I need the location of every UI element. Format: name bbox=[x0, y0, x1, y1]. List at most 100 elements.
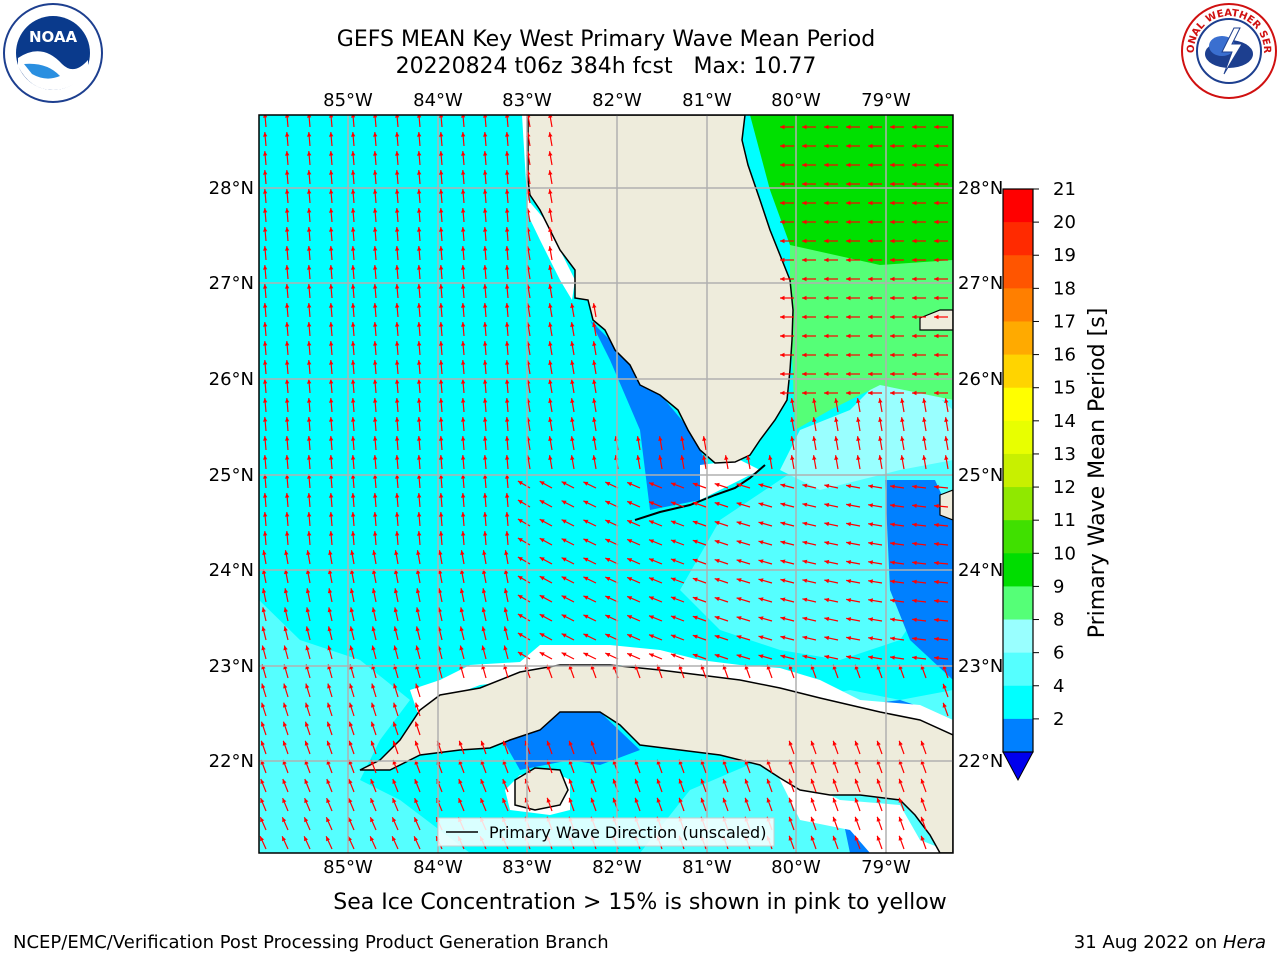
wave-arrow-head bbox=[481, 588, 487, 594]
wave-arrow-head bbox=[393, 702, 398, 708]
wave-arrow-head bbox=[670, 577, 676, 582]
wave-arrow-head bbox=[327, 588, 333, 594]
wave-arrow-head bbox=[370, 740, 375, 746]
wave-arrow-head bbox=[934, 333, 939, 339]
colorbar-segment bbox=[1003, 453, 1033, 488]
wave-arrow-head bbox=[780, 597, 786, 602]
wave-arrow-head bbox=[736, 559, 742, 564]
lon-label-bottom: 80°W bbox=[771, 857, 821, 878]
wave-arrow-head bbox=[898, 740, 903, 746]
lon-label-bottom: 85°W bbox=[323, 857, 373, 878]
wave-arrow-head bbox=[912, 257, 917, 263]
wave-arrow-head bbox=[780, 257, 785, 263]
wave-arrow-head bbox=[326, 836, 330, 842]
wave-arrow-head bbox=[263, 151, 268, 156]
wave-arrow-head bbox=[920, 835, 925, 841]
wave-arrow-head bbox=[505, 208, 510, 213]
wave-arrow-head bbox=[517, 576, 523, 581]
wave-arrow-head bbox=[373, 303, 378, 308]
wave-arrow-head bbox=[285, 436, 290, 441]
wave-arrow-head bbox=[612, 778, 617, 784]
wave-arrow-head bbox=[395, 417, 400, 422]
wave-arrow-head bbox=[561, 481, 567, 486]
wave-arrow-head bbox=[788, 835, 793, 841]
colorbar-tick-label: 6 bbox=[1053, 643, 1064, 664]
wave-arrow-head bbox=[483, 493, 488, 498]
wave-arrow-head bbox=[461, 474, 466, 479]
wave-arrow-head bbox=[846, 181, 851, 187]
wave-arrow-head bbox=[439, 246, 444, 251]
wave-arrow-head bbox=[570, 322, 575, 327]
wave-arrow-head bbox=[329, 436, 334, 441]
wave-arrow-head bbox=[912, 200, 917, 206]
wave-arrow-head bbox=[329, 341, 334, 346]
wave-arrow-head bbox=[373, 208, 378, 213]
wave-arrow-head bbox=[780, 219, 785, 225]
wave-arrow-head bbox=[736, 483, 742, 488]
wave-arrow-head bbox=[898, 778, 903, 784]
wave-arrow-head bbox=[461, 455, 466, 460]
wave-arrow-head bbox=[649, 615, 654, 620]
wave-arrow-head bbox=[285, 512, 290, 517]
wave-arrow-head bbox=[802, 238, 807, 244]
wave-arrow-head bbox=[483, 474, 488, 479]
wave-arrow-head bbox=[285, 398, 290, 403]
wave-arrow-head bbox=[438, 550, 443, 555]
wave-arrow-head bbox=[483, 170, 488, 175]
wave-arrow-head bbox=[736, 502, 742, 507]
wave-arrow-head bbox=[282, 798, 287, 804]
wave-arrow-head bbox=[890, 124, 895, 130]
wave-arrow-head bbox=[285, 170, 290, 175]
wave-arrow-head bbox=[627, 520, 633, 525]
wave-arrow-head bbox=[605, 653, 611, 657]
wave-arrow-head bbox=[824, 654, 830, 660]
wave-arrow-head bbox=[439, 132, 444, 137]
lat-lon-grid bbox=[259, 115, 953, 853]
map-frame bbox=[258, 114, 954, 854]
wave-arrow-head bbox=[395, 531, 400, 536]
wave-arrow-head bbox=[351, 322, 356, 327]
wave-arrow-head bbox=[351, 189, 356, 194]
wave-arrow-head bbox=[634, 797, 639, 803]
wave-arrow-head bbox=[307, 265, 312, 270]
wave-arrow-head bbox=[307, 132, 312, 137]
wave-arrow-head bbox=[561, 519, 567, 524]
wave-arrow-head bbox=[802, 162, 807, 168]
wave-arrow-head bbox=[649, 558, 654, 563]
wave-arrow-head bbox=[714, 653, 720, 659]
wave-arrow-head bbox=[658, 455, 663, 460]
wave-arrow-head bbox=[627, 539, 633, 544]
wave-arrow-head bbox=[395, 379, 400, 384]
wave-arrow-head bbox=[307, 474, 312, 479]
wave-arrow-head bbox=[824, 483, 830, 489]
wave-arrow-head bbox=[692, 596, 698, 601]
wave-arrow-head bbox=[305, 626, 310, 632]
wave-arrow-head bbox=[502, 779, 507, 784]
wave-arrow-head bbox=[351, 455, 356, 460]
wave-arrow-head bbox=[307, 303, 312, 308]
wave-arrow-head bbox=[306, 550, 311, 555]
wave-arrow-head bbox=[824, 502, 830, 508]
wave-arrow-head bbox=[758, 540, 764, 545]
wave-arrow-head bbox=[480, 779, 485, 784]
lon-label-bottom: 82°W bbox=[592, 857, 642, 878]
wave-arrow-head bbox=[583, 481, 589, 486]
wave-arrow-head bbox=[329, 360, 334, 365]
wave-arrow-head bbox=[263, 341, 268, 346]
wave-arrow-head bbox=[350, 550, 355, 555]
wave-arrow-head bbox=[736, 578, 742, 583]
colorbar-tick-label: 19 bbox=[1053, 245, 1076, 266]
wave-arrow-head bbox=[371, 645, 376, 651]
wave-arrow-head bbox=[261, 683, 266, 689]
wave-arrow-head bbox=[285, 208, 290, 213]
wave-arrow-head bbox=[417, 284, 422, 289]
wave-arrow-head bbox=[482, 550, 487, 555]
wave-arrow-head bbox=[649, 520, 654, 525]
colorbar-tick-label: 10 bbox=[1053, 543, 1076, 564]
wave-arrow-head bbox=[548, 303, 553, 308]
wave-arrow-head bbox=[590, 797, 595, 803]
wave-arrow-head bbox=[788, 797, 793, 803]
chart-title: GEFS MEAN Key West Primary Wave Mean Per… bbox=[336, 27, 876, 52]
wave-arrow-head bbox=[846, 617, 852, 622]
wave-arrow-head bbox=[395, 208, 400, 213]
